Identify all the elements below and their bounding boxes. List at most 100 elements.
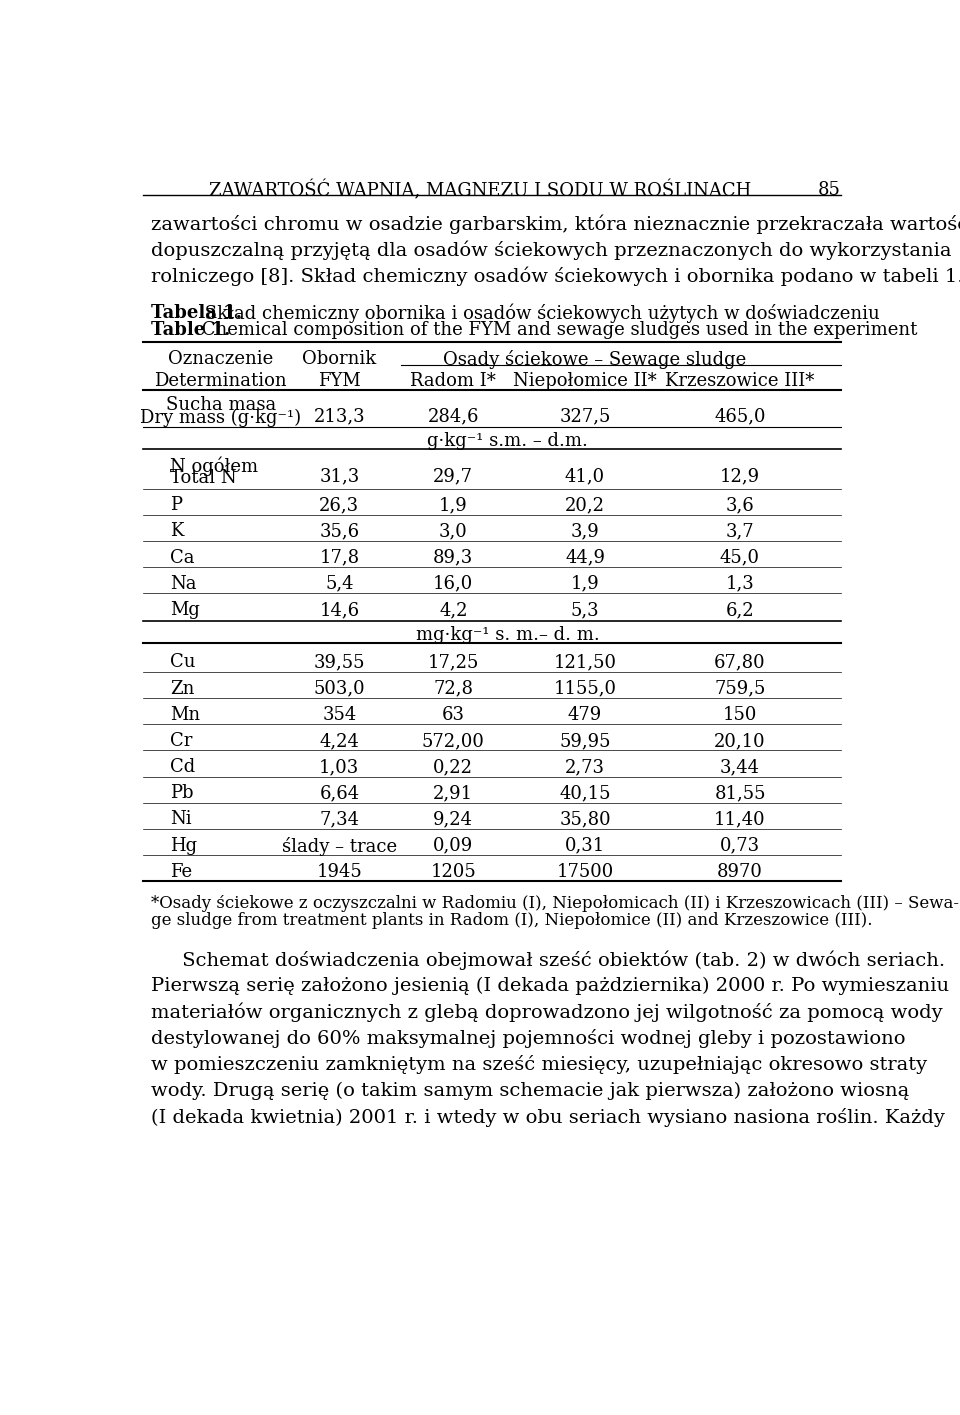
Text: Pierwszą serię założono jesienią (I dekada pażdziernika) 2000 r. Po wymieszaniu: Pierwszą serię założono jesienią (I deka… bbox=[151, 976, 949, 995]
Text: 3,0: 3,0 bbox=[439, 522, 468, 541]
Text: 572,00: 572,00 bbox=[421, 732, 485, 750]
Text: 759,5: 759,5 bbox=[714, 679, 766, 698]
Text: 26,3: 26,3 bbox=[320, 497, 359, 514]
Text: Tabela 1.: Tabela 1. bbox=[151, 304, 242, 321]
Text: Radom I*: Radom I* bbox=[410, 372, 496, 389]
Text: 479: 479 bbox=[568, 706, 602, 723]
Text: 8970: 8970 bbox=[717, 863, 763, 880]
Text: dopuszczalną przyjętą dla osadów ściekowych przeznaczonych do wykorzystania: dopuszczalną przyjętą dla osadów ściekow… bbox=[151, 241, 951, 260]
Text: 1,03: 1,03 bbox=[319, 758, 359, 775]
Text: 503,0: 503,0 bbox=[314, 679, 365, 698]
Text: 11,40: 11,40 bbox=[714, 811, 766, 828]
Text: *Osady ściekowe z oczyszczalni w Radomiu (I), Niepołomicach (II) i Krzeszowicach: *Osady ściekowe z oczyszczalni w Radomiu… bbox=[151, 896, 959, 913]
Text: Obornik: Obornik bbox=[302, 350, 376, 368]
Text: 1155,0: 1155,0 bbox=[554, 679, 616, 698]
Text: 2,91: 2,91 bbox=[433, 784, 473, 802]
Text: Ni: Ni bbox=[170, 811, 192, 828]
Text: 6,64: 6,64 bbox=[320, 784, 359, 802]
Text: 0,09: 0,09 bbox=[433, 836, 473, 855]
Text: Cu: Cu bbox=[170, 654, 196, 671]
Text: 1,3: 1,3 bbox=[726, 574, 755, 593]
Text: Cr: Cr bbox=[170, 732, 193, 750]
Text: 72,8: 72,8 bbox=[433, 679, 473, 698]
Text: destylowanej do 60% maksymalnej pojemności wodnej gleby i pozostawiono: destylowanej do 60% maksymalnej pojemnoś… bbox=[151, 1029, 905, 1049]
Text: 4,24: 4,24 bbox=[320, 732, 359, 750]
Text: Pb: Pb bbox=[170, 784, 194, 802]
Text: 7,34: 7,34 bbox=[320, 811, 359, 828]
Text: 39,55: 39,55 bbox=[314, 654, 365, 671]
Text: 63: 63 bbox=[442, 706, 465, 723]
Text: 31,3: 31,3 bbox=[319, 467, 359, 485]
Text: Niepołomice II*: Niepołomice II* bbox=[514, 372, 657, 389]
Text: 6,2: 6,2 bbox=[726, 601, 755, 618]
Text: 5,3: 5,3 bbox=[570, 601, 599, 618]
Text: 1,9: 1,9 bbox=[439, 497, 468, 514]
Text: 89,3: 89,3 bbox=[433, 549, 473, 566]
Text: 5,4: 5,4 bbox=[325, 574, 353, 593]
Text: (I dekada kwietnia) 2001 r. i wtedy w obu seriach wysiano nasiona roślin. Każdy: (I dekada kwietnia) 2001 r. i wtedy w ob… bbox=[151, 1108, 945, 1126]
Text: 40,15: 40,15 bbox=[560, 784, 611, 802]
Text: zawartości chromu w osadzie garbarskim, która nieznacznie przekraczała wartość: zawartości chromu w osadzie garbarskim, … bbox=[151, 215, 960, 233]
Text: 17500: 17500 bbox=[557, 863, 613, 880]
Text: 67,80: 67,80 bbox=[714, 654, 766, 671]
Text: Mn: Mn bbox=[170, 706, 201, 723]
Text: 0,22: 0,22 bbox=[433, 758, 473, 775]
Text: N ogółem: N ogółem bbox=[170, 456, 258, 475]
Text: Table 1.: Table 1. bbox=[151, 321, 230, 338]
Text: 3,6: 3,6 bbox=[726, 497, 755, 514]
Text: 20,10: 20,10 bbox=[714, 732, 766, 750]
Text: mg·kg⁻¹ s. m.– d. m.: mg·kg⁻¹ s. m.– d. m. bbox=[416, 625, 599, 644]
Text: 4,2: 4,2 bbox=[439, 601, 468, 618]
Text: wody. Drugą serię (o takim samym schemacie jak pierwsza) założono wiosną: wody. Drugą serię (o takim samym schemac… bbox=[151, 1081, 909, 1099]
Text: ZAWARTOŚĆ WAPNIA, MAGNEZU I SODU W ROŚLINACH: ZAWARTOŚĆ WAPNIA, MAGNEZU I SODU W ROŚLI… bbox=[209, 181, 752, 201]
Text: 14,6: 14,6 bbox=[320, 601, 359, 618]
Text: 17,8: 17,8 bbox=[320, 549, 359, 566]
Text: ślady – trace: ślady – trace bbox=[282, 836, 396, 856]
Text: Na: Na bbox=[170, 574, 197, 593]
Text: Mg: Mg bbox=[170, 601, 201, 618]
Text: Dry mass (g·kg⁻¹): Dry mass (g·kg⁻¹) bbox=[140, 409, 301, 427]
Text: Cd: Cd bbox=[170, 758, 196, 775]
Text: 17,25: 17,25 bbox=[427, 654, 479, 671]
Text: Osady ściekowe – Sewage sludge: Osady ściekowe – Sewage sludge bbox=[443, 350, 746, 369]
Text: 1205: 1205 bbox=[430, 863, 476, 880]
Text: Total N: Total N bbox=[170, 468, 237, 487]
Text: 29,7: 29,7 bbox=[433, 467, 473, 485]
Text: 3,44: 3,44 bbox=[720, 758, 760, 775]
Text: 1945: 1945 bbox=[317, 863, 362, 880]
Text: Hg: Hg bbox=[170, 836, 198, 855]
Text: 85: 85 bbox=[818, 181, 841, 198]
Text: 121,50: 121,50 bbox=[554, 654, 616, 671]
Text: 44,9: 44,9 bbox=[565, 549, 605, 566]
Text: 284,6: 284,6 bbox=[427, 408, 479, 424]
Text: 3,9: 3,9 bbox=[570, 522, 599, 541]
Text: 12,9: 12,9 bbox=[720, 467, 760, 485]
Text: Sucha masa: Sucha masa bbox=[166, 396, 276, 415]
Text: 16,0: 16,0 bbox=[433, 574, 473, 593]
Text: FYM: FYM bbox=[318, 372, 361, 389]
Text: 3,7: 3,7 bbox=[726, 522, 755, 541]
Text: rolniczego [8]. Skład chemiczny osadów ściekowych i obornika podano w tabeli 1.: rolniczego [8]. Skład chemiczny osadów ś… bbox=[151, 267, 960, 286]
Text: 41,0: 41,0 bbox=[564, 467, 605, 485]
Text: Krzeszowice III*: Krzeszowice III* bbox=[665, 372, 815, 389]
Text: w pomieszczeniu zamkniętym na sześć miesięcy, uzupełniając okresowo straty: w pomieszczeniu zamkniętym na sześć mies… bbox=[151, 1056, 927, 1074]
Text: 327,5: 327,5 bbox=[560, 408, 611, 424]
Text: Schemat doświadczenia obejmował sześć obiektów (tab. 2) w dwóch seriach.: Schemat doświadczenia obejmował sześć ob… bbox=[151, 951, 946, 971]
Text: Skład chemiczny obornika i osadów ściekowych użytych w doświadczeniu: Skład chemiczny obornika i osadów ścieko… bbox=[199, 304, 879, 323]
Text: 2,73: 2,73 bbox=[565, 758, 605, 775]
Text: 35,6: 35,6 bbox=[320, 522, 359, 541]
Text: 0,73: 0,73 bbox=[720, 836, 760, 855]
Text: materiałów organicznych z glebą doprowadzono jej wilgotność za pomocą wody: materiałów organicznych z glebą doprowad… bbox=[151, 1003, 943, 1023]
Text: Ca: Ca bbox=[170, 549, 195, 566]
Text: 150: 150 bbox=[723, 706, 757, 723]
Text: Fe: Fe bbox=[170, 863, 193, 880]
Text: Determination: Determination bbox=[155, 372, 287, 389]
Text: 45,0: 45,0 bbox=[720, 549, 760, 566]
Text: 1,9: 1,9 bbox=[570, 574, 599, 593]
Text: 20,2: 20,2 bbox=[565, 497, 605, 514]
Text: 0,31: 0,31 bbox=[564, 836, 605, 855]
Text: ge sludge from treatment plants in Radom (I), Niepołomice (II) and Krzeszowice (: ge sludge from treatment plants in Radom… bbox=[151, 913, 873, 930]
Text: Zn: Zn bbox=[170, 679, 195, 698]
Text: 9,24: 9,24 bbox=[433, 811, 473, 828]
Text: g·kg⁻¹ s.m. – d.m.: g·kg⁻¹ s.m. – d.m. bbox=[427, 432, 588, 450]
